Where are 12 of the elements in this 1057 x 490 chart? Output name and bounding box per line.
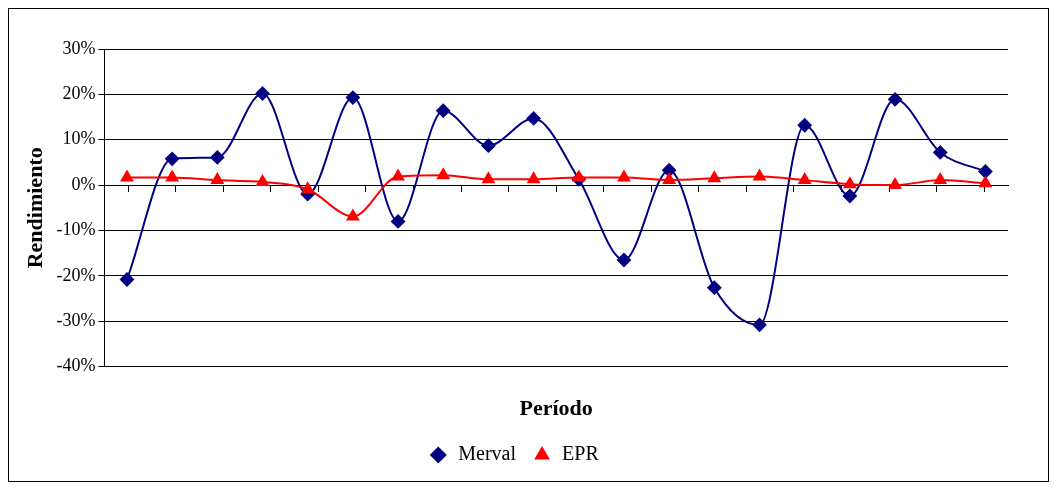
y-tick-label: -30%	[56, 309, 96, 330]
y-tick-label: 30%	[62, 37, 96, 58]
y-tick-label: -40%	[56, 355, 96, 376]
legend-label: Merval	[458, 442, 517, 465]
legend-label: EPR	[562, 442, 600, 465]
y-tick-label: 10%	[62, 128, 96, 149]
y-tick-label: 0%	[71, 173, 96, 194]
y-tick-label: -10%	[56, 219, 96, 240]
y-tick-label: 20%	[62, 83, 96, 104]
y-tick-label: -20%	[56, 264, 96, 285]
y-axis-title: Rendimiento	[21, 147, 47, 269]
x-axis-title: Período	[519, 395, 593, 421]
